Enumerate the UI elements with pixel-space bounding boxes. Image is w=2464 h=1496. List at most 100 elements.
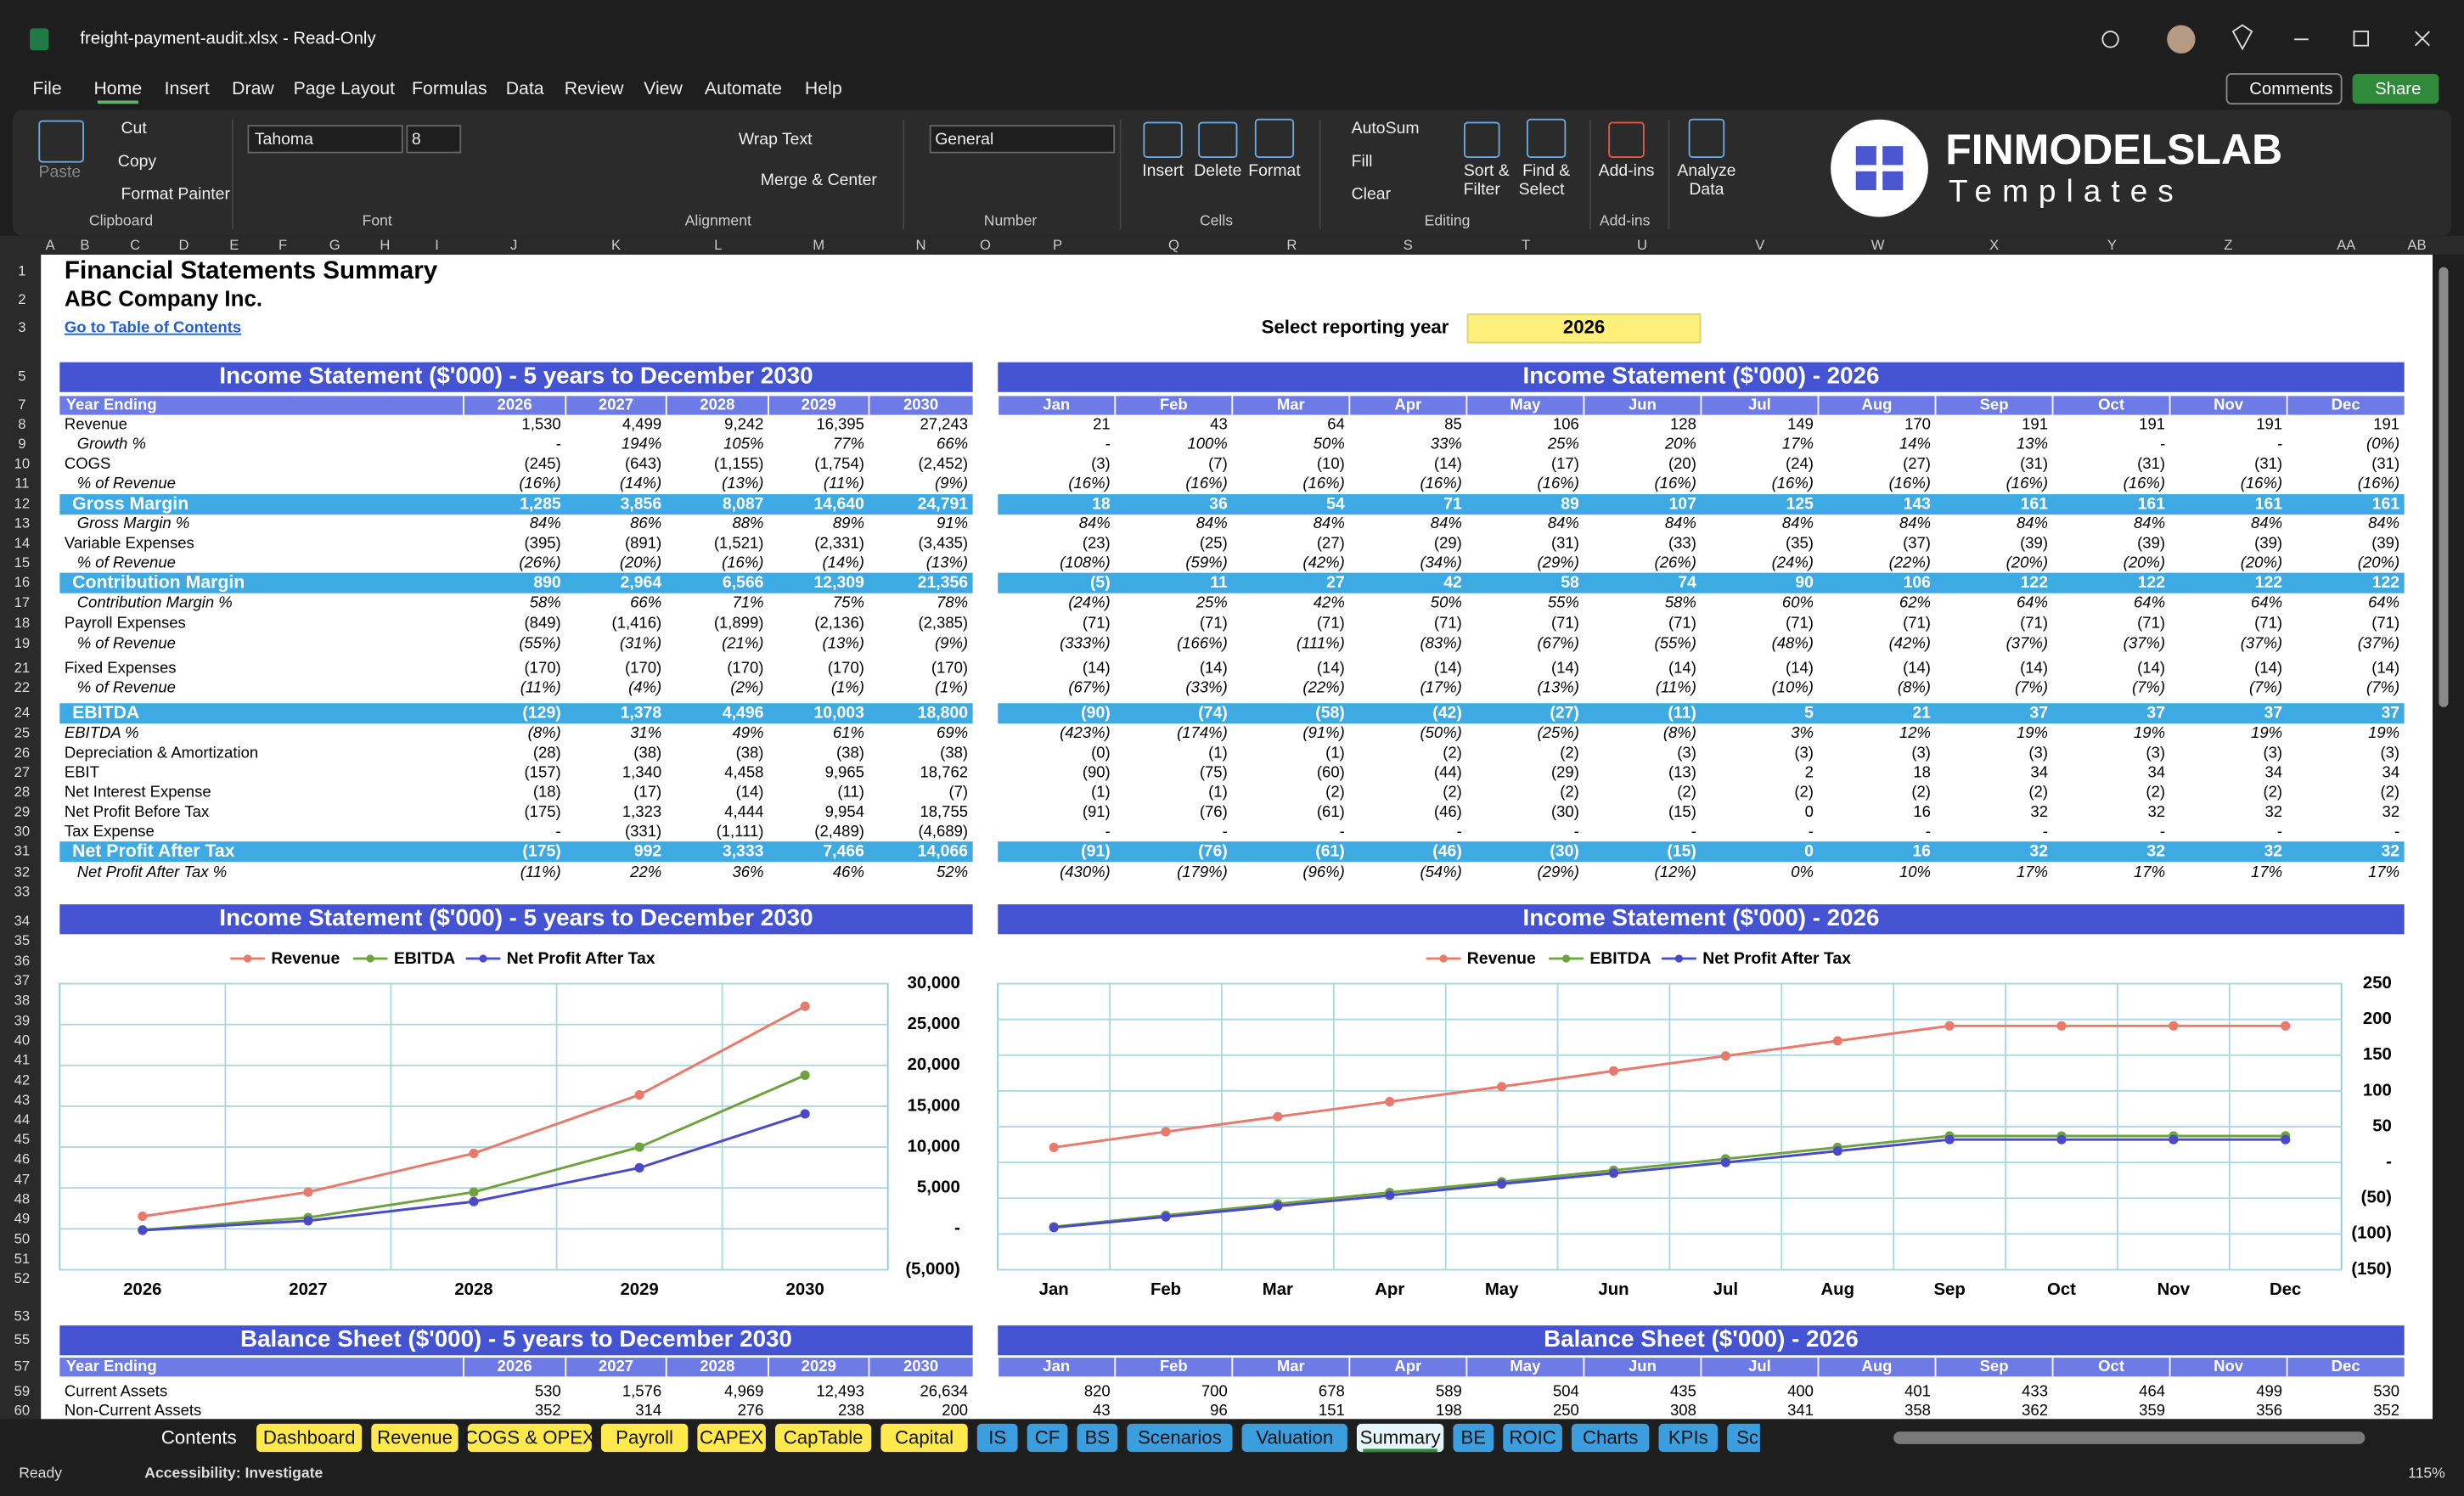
row-number[interactable]: 41 — [14, 1052, 31, 1068]
row-number[interactable]: 10 — [14, 455, 31, 471]
row-number[interactable]: 8 — [18, 416, 25, 432]
comments-label[interactable]: Comments — [2249, 80, 2332, 98]
ribbon-button[interactable]: Merge & Center — [761, 171, 878, 189]
menu-item[interactable]: Home — [93, 78, 142, 98]
column-header[interactable]: Z — [2224, 237, 2232, 253]
tab-label[interactable]: COGS & OPEX — [464, 1426, 595, 1448]
sheet-tab[interactable] — [1027, 1423, 1068, 1453]
column-header[interactable]: Y — [2107, 237, 2117, 253]
row-number[interactable]: 47 — [14, 1171, 31, 1187]
ribbon-button[interactable]: AutoSum — [1352, 119, 1420, 138]
row-number[interactable]: 22 — [14, 679, 31, 695]
menu-item[interactable]: Data — [506, 78, 544, 98]
tab-label[interactable]: Contents — [161, 1426, 237, 1448]
row-number[interactable]: 7 — [18, 396, 25, 413]
sheet-tab[interactable] — [1127, 1423, 1233, 1453]
ribbon-button[interactable]: Copy — [118, 152, 157, 171]
ribbon-button[interactable]: Select — [1519, 180, 1566, 199]
column-header[interactable]: A — [46, 237, 56, 253]
ribbon-button[interactable]: Data — [1689, 180, 1724, 199]
tab-label[interactable]: ROIC — [1509, 1426, 1555, 1448]
sheet-tab[interactable] — [1571, 1423, 1650, 1453]
column-header[interactable]: N — [916, 237, 926, 253]
ribbon-button[interactable]: 8 — [412, 130, 421, 149]
column-header[interactable]: W — [1871, 237, 1885, 253]
column-header[interactable]: Q — [1168, 237, 1179, 253]
comments-button[interactable] — [2225, 73, 2343, 105]
column-header[interactable]: E — [229, 237, 239, 253]
row-number[interactable]: 31 — [14, 843, 31, 859]
ribbon-icon[interactable] — [1143, 121, 1183, 159]
row-number[interactable]: 34 — [14, 913, 31, 929]
ribbon-button[interactable]: Paste — [38, 163, 81, 182]
tab-label[interactable]: BS — [1085, 1426, 1111, 1448]
column-header[interactable]: T — [1522, 237, 1530, 253]
row-number[interactable]: 2 — [18, 291, 25, 307]
row-number[interactable]: 24 — [14, 705, 31, 721]
column-header[interactable]: AA — [2337, 237, 2356, 253]
ribbon-icon[interactable] — [1254, 118, 1295, 159]
row-number[interactable]: 52 — [14, 1270, 31, 1286]
ribbon-icon[interactable] — [1608, 121, 1645, 159]
sheet-tab[interactable] — [1658, 1423, 1719, 1453]
tab-label[interactable]: IS — [988, 1426, 1006, 1448]
menu-item[interactable]: Insert — [165, 78, 210, 98]
ribbon-icon[interactable] — [1198, 121, 1238, 159]
menu-item[interactable]: Draw — [232, 78, 274, 98]
tab-label[interactable]: Payroll — [616, 1426, 673, 1448]
ribbon-button[interactable]: General — [935, 130, 993, 149]
menu-item[interactable]: File — [32, 78, 61, 98]
tab-label[interactable]: CapTable — [784, 1426, 864, 1448]
column-header[interactable]: C — [130, 237, 140, 253]
tab-label[interactable]: Sc — [1736, 1426, 1758, 1448]
row-number[interactable]: 48 — [14, 1190, 31, 1206]
tab-label[interactable]: Valuation — [1256, 1426, 1333, 1448]
ribbon-button[interactable]: Delete — [1194, 161, 1241, 180]
ribbon-button[interactable]: Clear — [1352, 185, 1392, 204]
column-header[interactable]: B — [80, 237, 89, 253]
ribbon-button[interactable]: Find & — [1522, 161, 1570, 180]
row-number[interactable]: 19 — [14, 635, 31, 651]
tab-label[interactable]: KPIs — [1668, 1426, 1708, 1448]
close[interactable] — [2414, 31, 2430, 47]
row-number[interactable]: 53 — [14, 1308, 31, 1324]
row-number[interactable]: 13 — [14, 515, 31, 531]
premium-icon[interactable] — [2231, 24, 2253, 51]
sheet-tab[interactable] — [1077, 1423, 1118, 1453]
row-number[interactable]: 15 — [14, 554, 31, 571]
column-header[interactable]: I — [435, 237, 439, 253]
menu-item[interactable]: View — [644, 78, 683, 98]
row-number[interactable]: 40 — [14, 1032, 31, 1049]
menu-item[interactable]: Help — [805, 78, 842, 98]
menu-item[interactable]: Page Layout — [294, 78, 396, 98]
row-number[interactable]: 39 — [14, 1012, 31, 1028]
ribbon-button[interactable]: Wrap Text — [739, 130, 813, 149]
row-number[interactable]: 28 — [14, 784, 31, 800]
ribbon-button[interactable]: Sort & — [1464, 161, 1510, 180]
row-number[interactable]: 55 — [14, 1331, 31, 1347]
menu-item[interactable]: Formulas — [412, 78, 487, 98]
ribbon-button[interactable]: Format — [1248, 161, 1301, 180]
sheet-tab[interactable] — [1356, 1423, 1444, 1453]
input-box[interactable] — [929, 125, 1116, 154]
sheet-tab[interactable] — [976, 1423, 1018, 1453]
row-number[interactable]: 3 — [18, 319, 25, 335]
tab-label[interactable]: Summary — [1360, 1426, 1442, 1448]
row-number[interactable]: 38 — [14, 992, 31, 1008]
row-number[interactable]: 11 — [14, 475, 29, 491]
input-box[interactable] — [406, 125, 462, 154]
tab-label[interactable]: CF — [1035, 1426, 1060, 1448]
tab-label[interactable]: CAPEX — [700, 1426, 763, 1448]
toc-link[interactable]: Go to Table of Contents — [65, 318, 241, 336]
column-header[interactable]: J — [510, 237, 517, 253]
sheet-tab[interactable] — [600, 1423, 689, 1453]
row-number[interactable]: 57 — [14, 1358, 31, 1375]
maximize[interactable] — [2353, 31, 2370, 47]
row-number[interactable]: 44 — [14, 1111, 31, 1128]
row-number[interactable]: 25 — [14, 725, 31, 741]
scroll-thumb[interactable] — [2439, 267, 2449, 707]
column-header[interactable]: V — [1755, 237, 1765, 253]
column-header[interactable]: X — [1989, 237, 1999, 253]
tab-label[interactable]: Capital — [895, 1426, 954, 1448]
share-button[interactable] — [2352, 74, 2439, 104]
